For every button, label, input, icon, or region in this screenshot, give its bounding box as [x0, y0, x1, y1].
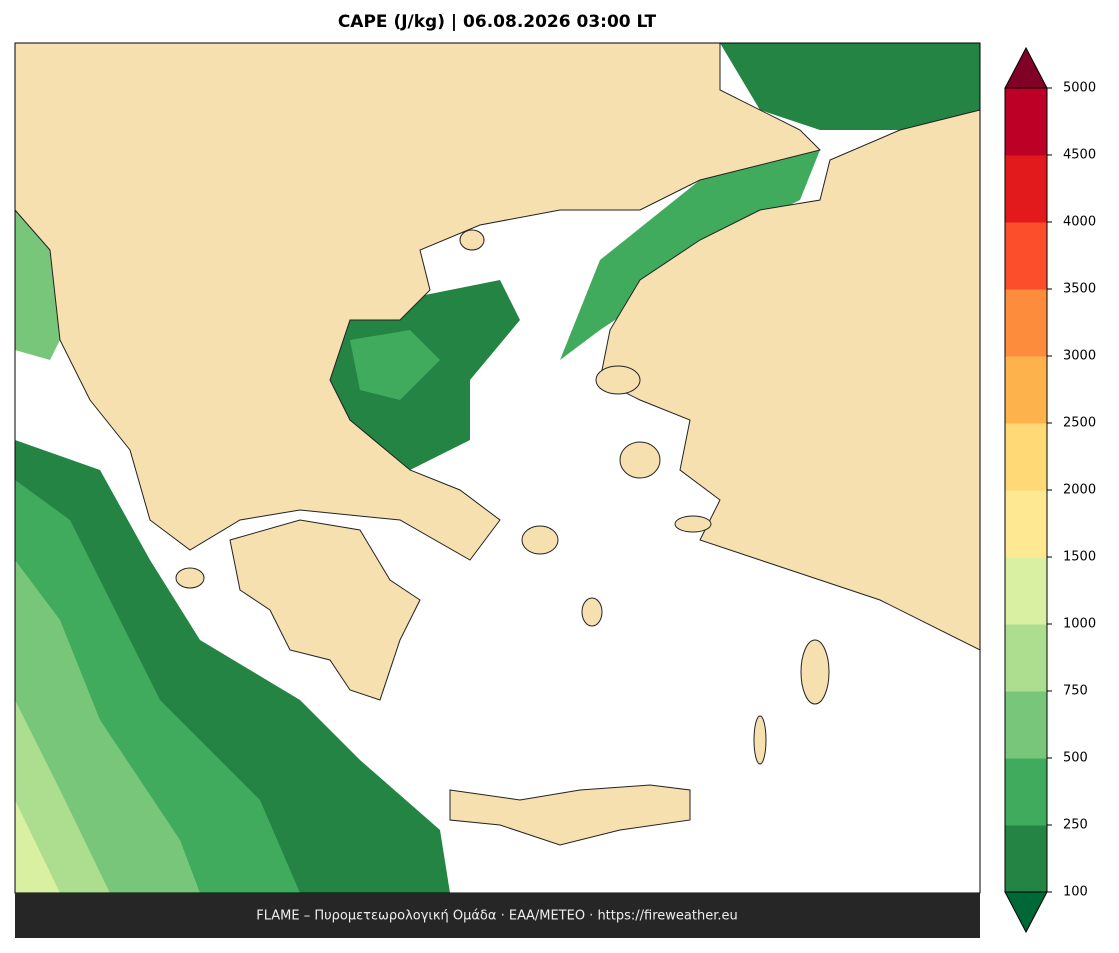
land	[674, 515, 712, 533]
land	[521, 525, 559, 555]
land	[581, 597, 603, 627]
colorbar-band	[1005, 222, 1047, 290]
colorbar-tick-label: 2000	[1063, 483, 1096, 498]
colorbar-tick-label: 3500	[1063, 282, 1096, 297]
land	[753, 715, 767, 765]
land	[229, 519, 421, 701]
colorbar-tick-label: 3000	[1063, 349, 1096, 364]
land	[14, 42, 821, 561]
colorbar-band	[1005, 356, 1047, 424]
map	[14, 42, 981, 894]
colorbar-tick-label: 500	[1063, 751, 1088, 766]
colorbar-band	[1005, 624, 1047, 692]
land	[449, 784, 691, 846]
footer-text: FLAME – Πυρομετεωρολογική Ομάδα · ΕΑΑ/ME…	[256, 909, 738, 924]
colorbar-tick-label: 4500	[1063, 148, 1096, 163]
colorbar-band	[1005, 691, 1047, 759]
cape-area	[15, 800, 60, 893]
map-title: CAPE (J/kg) | 06.08.2026 03:00 LT	[338, 12, 657, 32]
colorbar-extension	[1004, 891, 1048, 934]
colorbar-tick-label: 2500	[1063, 416, 1096, 431]
colorbar-tick-label: 250	[1063, 818, 1088, 833]
footer-bar	[15, 893, 980, 938]
colorbar-tick-label: 5000	[1063, 81, 1096, 96]
colorbar-band	[1005, 490, 1047, 558]
land	[175, 567, 205, 589]
colorbar-tick-label: 4000	[1063, 215, 1096, 230]
colorbar-band	[1005, 825, 1047, 893]
colorbar-band	[1005, 155, 1047, 223]
land	[459, 229, 485, 251]
cape-area	[350, 330, 440, 400]
land	[595, 365, 641, 395]
colorbar-band	[1005, 423, 1047, 491]
land	[619, 441, 661, 479]
colorbar-band	[1005, 758, 1047, 826]
cape-area	[15, 700, 110, 893]
land	[599, 109, 981, 651]
colorbar-tick-label: 1000	[1063, 617, 1096, 632]
colorbar-extension	[1004, 46, 1048, 89]
colorbar-band	[1005, 88, 1047, 156]
colorbar: 100 250 500 750 1000 1500 2000 2500 3000 3500 4000…	[1004, 46, 1096, 934]
colorbar-tick-label: 100	[1063, 885, 1088, 900]
cape-area	[720, 43, 980, 130]
colorbar-tick-label: 750	[1063, 684, 1088, 699]
colorbar-tick-label: 1500	[1063, 550, 1096, 565]
colorbar-band	[1005, 557, 1047, 625]
colorbar-band	[1005, 289, 1047, 357]
land	[800, 639, 830, 705]
